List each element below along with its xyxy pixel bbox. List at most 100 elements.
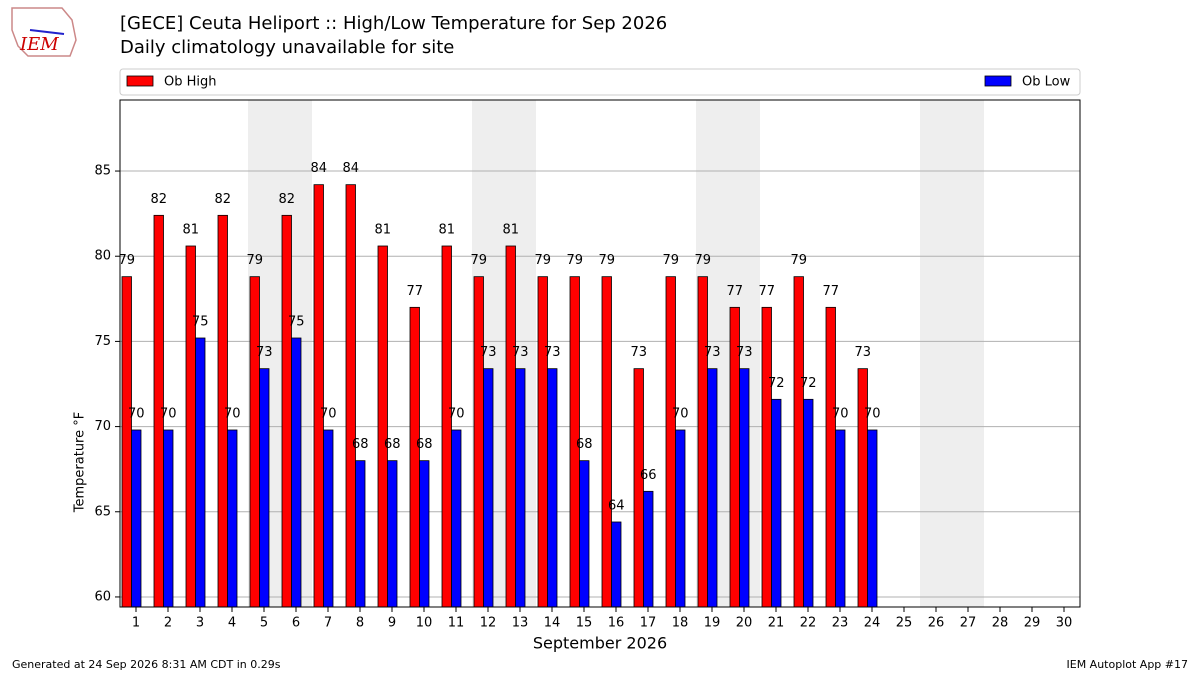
value-label: 68 [576, 437, 593, 452]
x-axis-label: September 2026 [533, 634, 667, 653]
bar [579, 460, 590, 608]
x-tick-label: 17 [640, 616, 657, 631]
x-tick-label: 25 [896, 616, 913, 631]
x-tick-label: 20 [736, 616, 753, 631]
y-tick-label: 80 [94, 249, 111, 264]
y-tick-label: 70 [94, 419, 111, 434]
value-label: 68 [352, 437, 369, 452]
value-label: 79 [118, 253, 135, 268]
bar [761, 306, 772, 608]
x-tick-label: 9 [388, 616, 396, 631]
value-label: 70 [672, 406, 689, 421]
chart-title: [GECE] Ceuta Heliport :: High/Low Temper… [120, 13, 667, 34]
logo-outline [11, 7, 77, 57]
x-tick-label: 10 [416, 616, 433, 631]
value-label: 73 [512, 345, 529, 360]
bar [771, 398, 782, 608]
bar [451, 429, 462, 608]
y-tick-label: 60 [94, 589, 111, 604]
value-label: 73 [544, 345, 561, 360]
x-tick-label: 28 [992, 616, 1009, 631]
x-tick-label: 26 [928, 616, 945, 631]
x-tick-label: 1 [132, 616, 140, 631]
bar [867, 429, 878, 608]
value-label: 82 [278, 192, 295, 207]
bar [537, 276, 548, 608]
x-tick-label: 24 [864, 616, 881, 631]
legend-swatch [984, 75, 1012, 87]
x-tick-label: 16 [608, 616, 625, 631]
bar [825, 306, 836, 608]
x-tick-label: 27 [960, 616, 977, 631]
bar [121, 276, 132, 608]
bar [185, 245, 196, 608]
bar [611, 521, 622, 608]
bar [227, 429, 238, 608]
bar [803, 398, 814, 608]
bar [419, 460, 430, 608]
legend-label: Ob High [164, 75, 217, 90]
y-tick-label: 65 [94, 504, 111, 519]
x-tick-label: 21 [768, 616, 785, 631]
x-tick-label: 6 [292, 616, 300, 631]
y-tick-label: 75 [94, 334, 111, 349]
value-label: 79 [470, 253, 487, 268]
value-label: 73 [854, 345, 871, 360]
bar [259, 368, 270, 608]
value-label: 77 [822, 284, 839, 299]
bar [291, 337, 302, 608]
bar [515, 368, 526, 608]
bar [377, 245, 388, 608]
value-label: 72 [800, 376, 817, 391]
x-tick-label: 15 [576, 616, 593, 631]
value-label: 73 [736, 345, 753, 360]
logo-text: IEM [19, 34, 59, 55]
value-label: 79 [566, 253, 583, 268]
bar [355, 460, 366, 608]
x-tick-label: 23 [832, 616, 849, 631]
value-label: 75 [288, 314, 305, 329]
bar [249, 276, 260, 608]
footer-right: IEM Autoplot App #17 [1067, 658, 1189, 671]
chart-subtitle: Daily climatology unavailable for site [120, 37, 454, 58]
weekend-shade [952, 100, 984, 607]
value-label: 70 [320, 406, 337, 421]
value-label: 77 [726, 284, 743, 299]
legend-label: Ob Low [1022, 75, 1071, 90]
value-label: 82 [150, 192, 167, 207]
legend-box [119, 68, 1081, 96]
x-tick-label: 14 [544, 616, 561, 631]
value-label: 70 [832, 406, 849, 421]
bar [707, 368, 718, 608]
bar [473, 276, 484, 608]
value-label: 82 [214, 192, 231, 207]
value-label: 66 [640, 468, 657, 483]
value-label: 68 [384, 437, 401, 452]
x-tick-label: 12 [480, 616, 497, 631]
value-label: 81 [182, 223, 199, 238]
value-label: 84 [310, 161, 327, 176]
bar [793, 276, 804, 608]
value-label: 70 [160, 406, 177, 421]
x-tick-label: 11 [448, 616, 465, 631]
value-label: 84 [342, 161, 359, 176]
value-label: 70 [448, 406, 465, 421]
x-tick-label: 3 [196, 616, 204, 631]
bar [313, 184, 324, 608]
bar [601, 276, 612, 608]
plot-frame [119, 99, 1081, 608]
value-label: 75 [192, 314, 209, 329]
logo-line [29, 29, 65, 35]
value-label: 72 [768, 376, 785, 391]
logo: IEM [11, 7, 77, 57]
value-label: 73 [630, 345, 647, 360]
value-label: 73 [256, 345, 273, 360]
value-label: 79 [790, 253, 807, 268]
bar [345, 184, 356, 608]
bar [483, 368, 494, 608]
legend-swatch [126, 75, 154, 87]
value-label: 79 [694, 253, 711, 268]
x-tick-label: 18 [672, 616, 689, 631]
bar [131, 429, 142, 608]
